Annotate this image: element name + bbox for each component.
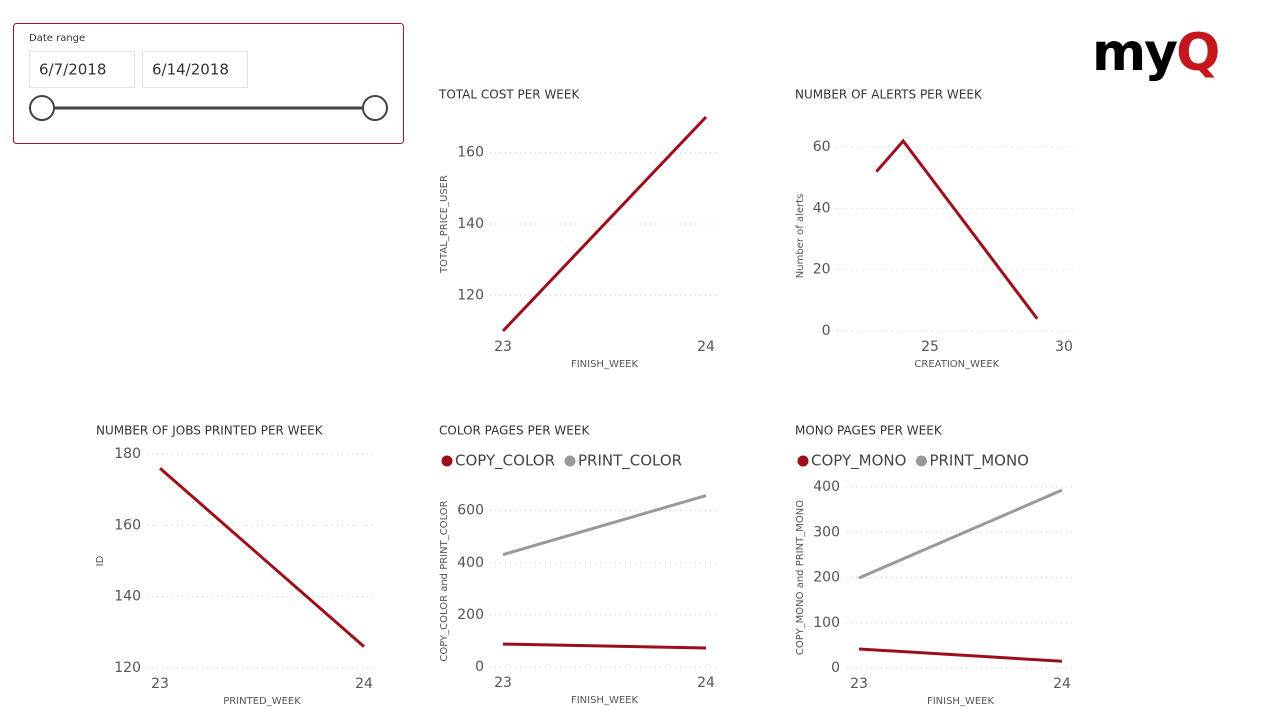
y-tick-label: 160 <box>114 517 141 533</box>
y-tick-label: 60 <box>813 139 831 155</box>
chart-title: COLOR PAGES PER WEEK <box>439 424 590 438</box>
data-line <box>858 647 1063 663</box>
end-date-input[interactable] <box>142 51 248 88</box>
y-tick-label: 180 <box>114 446 141 462</box>
slider-handle-start[interactable] <box>29 95 55 121</box>
x-tick-label: 23 <box>850 676 868 692</box>
y-tick-label: 200 <box>813 570 840 586</box>
data-line <box>502 642 707 650</box>
data-line <box>858 488 1063 580</box>
y-tick-label: 140 <box>114 589 141 605</box>
x-axis-label: FINISH_WEEK <box>571 695 639 706</box>
logo: myQ <box>1092 23 1218 83</box>
x-tick-label: 24 <box>697 675 715 691</box>
chart-title: MONO PAGES PER WEEK <box>795 424 943 438</box>
y-tick-label: 400 <box>813 479 840 495</box>
legend-label: PRINT_COLOR <box>578 452 682 471</box>
y-tick-label: 40 <box>813 200 831 216</box>
legend-marker <box>915 455 927 467</box>
y-tick-label: 300 <box>813 524 840 540</box>
x-tick-label: 23 <box>494 339 512 355</box>
legend-label: PRINT_MONO <box>929 452 1029 471</box>
slider-handle-end[interactable] <box>362 95 388 121</box>
y-axis-label: COPY_MONO and PRINT_MONO <box>795 500 806 655</box>
y-tick-label: 100 <box>813 615 840 631</box>
y-tick-label: 20 <box>813 262 831 278</box>
y-axis-label: COPY_COLOR and PRINT_COLOR <box>439 500 450 661</box>
y-tick-label: 0 <box>822 323 831 339</box>
y-tick-label: 140 <box>457 216 484 232</box>
logo-part: Q <box>1176 23 1218 83</box>
legend-label: COPY_COLOR <box>455 452 555 471</box>
y-axis-label: Number of alerts <box>795 194 806 278</box>
data-line <box>501 115 708 333</box>
x-tick-label: 25 <box>921 339 939 355</box>
legend-label: COPY_MONO <box>811 452 906 471</box>
y-tick-label: 0 <box>475 659 484 675</box>
chart-title: NUMBER OF ALERTS PER WEEK <box>795 88 983 102</box>
start-date[interactable]: 6/7/2018 <box>39 61 106 79</box>
x-tick-label: 24 <box>1053 676 1071 692</box>
start-date-input[interactable] <box>29 51 135 88</box>
chart-title: TOTAL COST PER WEEK <box>438 88 580 102</box>
legend-marker <box>797 455 809 467</box>
y-tick-label: 600 <box>457 503 484 519</box>
logo-part: my <box>1092 23 1177 83</box>
legend-marker <box>564 455 576 467</box>
data-line <box>159 467 365 648</box>
y-axis-label: TOTAL_PRICE_USER <box>439 175 450 274</box>
y-tick-label: 160 <box>457 145 484 161</box>
y-tick-label: 0 <box>831 660 840 676</box>
y-tick-label: 120 <box>457 287 484 303</box>
x-axis-label: FINISH_WEEK <box>927 696 995 707</box>
x-tick-label: 23 <box>494 675 512 691</box>
x-axis-label: CREATION_WEEK <box>914 359 999 370</box>
x-tick-label: 24 <box>355 676 373 692</box>
x-axis-label: FINISH_WEEK <box>571 359 639 370</box>
x-tick-label: 30 <box>1055 339 1073 355</box>
slicer-title: Date range <box>29 33 85 44</box>
x-axis-label: PRINTED_WEEK <box>223 696 301 707</box>
y-tick-label: 400 <box>457 555 484 571</box>
y-axis-label: ID <box>95 555 106 566</box>
y-tick-label: 120 <box>114 660 141 676</box>
y-tick-label: 200 <box>457 607 484 623</box>
data-line <box>875 138 1039 320</box>
end-date[interactable]: 6/14/2018 <box>152 61 229 79</box>
data-line <box>502 494 707 557</box>
x-tick-label: 24 <box>697 339 715 355</box>
x-tick-label: 23 <box>151 676 169 692</box>
legend-marker <box>441 455 453 467</box>
chart-title: NUMBER OF JOBS PRINTED PER WEEK <box>96 424 324 438</box>
